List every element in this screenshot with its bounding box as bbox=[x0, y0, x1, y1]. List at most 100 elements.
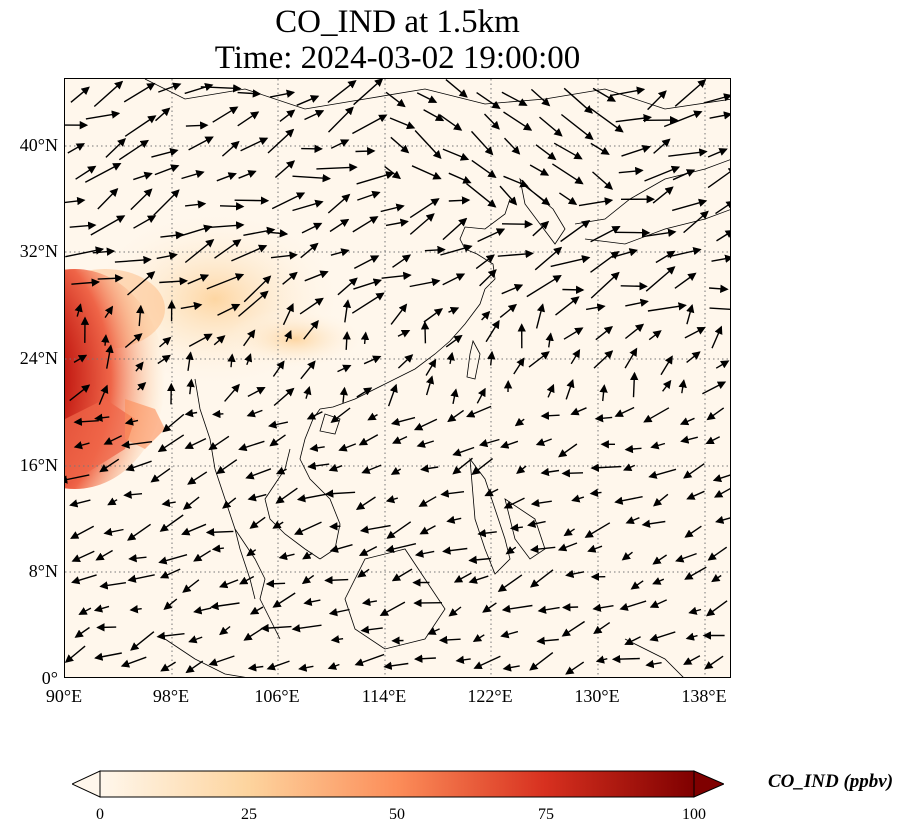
wind-arrow bbox=[595, 655, 608, 664]
wind-arrow bbox=[353, 255, 380, 270]
wind-arrow bbox=[176, 224, 213, 238]
wind-arrow bbox=[185, 351, 194, 371]
wind-arrow bbox=[358, 545, 378, 556]
wind-arrow bbox=[327, 80, 357, 103]
wind-arrow bbox=[217, 303, 241, 316]
wind-arrow bbox=[78, 607, 92, 615]
colorbar-label: CO_IND (ppbv) bbox=[768, 771, 894, 792]
wind-arrow bbox=[387, 383, 398, 407]
wind-arrow bbox=[530, 88, 551, 107]
map-panel bbox=[64, 78, 731, 678]
wind-arrow bbox=[69, 384, 91, 402]
wind-arrow bbox=[274, 160, 296, 179]
wind-arrow bbox=[121, 440, 153, 449]
wind-arrow bbox=[672, 169, 696, 181]
wind-arrow bbox=[618, 166, 644, 176]
wind-arrow bbox=[590, 250, 620, 273]
wind-arrow bbox=[300, 242, 319, 259]
wind-arrow bbox=[557, 542, 578, 552]
wind-arrow bbox=[652, 186, 674, 204]
wind-arrow bbox=[385, 91, 406, 108]
wind-arrow bbox=[227, 353, 236, 368]
wind-arrow bbox=[683, 463, 705, 479]
wind-arrow bbox=[611, 248, 638, 258]
wind-arrow bbox=[101, 334, 110, 346]
wind-arrow bbox=[563, 327, 584, 340]
wind-arrow bbox=[157, 354, 171, 365]
wind-arrow bbox=[476, 387, 486, 404]
wind-arrow bbox=[397, 329, 411, 338]
wind-arrow bbox=[355, 496, 376, 510]
wind-arrow bbox=[442, 148, 470, 161]
wind-arrow bbox=[213, 335, 226, 346]
wind-arrow bbox=[360, 331, 370, 344]
wind-arrow bbox=[453, 572, 472, 583]
wind-arrow bbox=[641, 519, 666, 528]
wind-arrow bbox=[641, 228, 677, 238]
wind-arrow bbox=[292, 199, 324, 212]
wind-arrow bbox=[420, 464, 439, 473]
wind-arrow bbox=[185, 660, 204, 674]
wind-arrow bbox=[524, 185, 551, 206]
wind-arrow bbox=[324, 576, 349, 585]
wind-arrow bbox=[647, 302, 687, 312]
wind-arrow bbox=[452, 446, 475, 457]
wind-arrow bbox=[275, 487, 298, 504]
wind-arrow bbox=[357, 190, 381, 201]
wind-arrow bbox=[561, 468, 584, 478]
wind-arrow bbox=[67, 143, 86, 154]
wind-arrow bbox=[442, 273, 466, 286]
wind-arrow bbox=[103, 527, 124, 537]
wind-arrow bbox=[329, 218, 350, 233]
wind-arrow bbox=[483, 113, 500, 130]
wind-arrow bbox=[327, 193, 351, 214]
wind-arrow bbox=[208, 221, 245, 230]
wind-arrow bbox=[593, 622, 611, 634]
wind-arrow bbox=[123, 490, 143, 499]
wind-arrow bbox=[715, 515, 730, 524]
wind-arrow bbox=[620, 282, 648, 291]
wind-arrow bbox=[475, 254, 495, 270]
wind-arrow bbox=[328, 608, 350, 617]
wind-arrow bbox=[159, 514, 184, 532]
wind-arrow bbox=[448, 307, 460, 315]
wind-arrow bbox=[243, 628, 263, 641]
wind-arrow bbox=[447, 409, 465, 423]
wind-arrow bbox=[416, 439, 435, 448]
wind-arrow bbox=[92, 247, 116, 256]
wind-arrow bbox=[386, 521, 412, 539]
wind-arrow bbox=[367, 412, 378, 421]
wind-arrow bbox=[571, 494, 585, 503]
wind-arrow bbox=[379, 601, 406, 616]
wind-arrow bbox=[540, 411, 560, 420]
wind-vectors bbox=[65, 79, 730, 675]
wind-arrow bbox=[301, 222, 323, 234]
wind-arrow bbox=[562, 285, 585, 295]
wind-arrow bbox=[157, 434, 185, 453]
wind-arrow bbox=[472, 634, 485, 643]
wind-arrow bbox=[266, 229, 289, 238]
wind-arrow bbox=[625, 516, 640, 525]
wind-arrow bbox=[137, 382, 147, 391]
wind-arrow bbox=[590, 463, 622, 472]
wind-arrow bbox=[647, 90, 667, 111]
x-tick-label: 106°E bbox=[254, 686, 300, 706]
wind-arrow bbox=[409, 278, 441, 288]
wind-arrow bbox=[680, 435, 698, 444]
wind-arrow bbox=[270, 251, 298, 260]
colorbar bbox=[72, 770, 724, 798]
wind-arrow bbox=[159, 277, 188, 286]
wind-arrow bbox=[292, 173, 331, 183]
wind-arrow bbox=[621, 551, 633, 561]
wind-arrow bbox=[74, 626, 90, 638]
wind-arrow bbox=[592, 603, 614, 612]
wind-arrow bbox=[135, 361, 144, 372]
wind-arrow bbox=[678, 379, 687, 394]
wind-arrow bbox=[397, 354, 414, 369]
wind-arrow bbox=[158, 82, 182, 93]
wind-arrow bbox=[65, 246, 105, 258]
wind-arrow bbox=[298, 663, 314, 672]
wind-arrow bbox=[303, 597, 321, 606]
wind-arrow bbox=[503, 137, 521, 155]
wind-arrow bbox=[159, 336, 172, 348]
